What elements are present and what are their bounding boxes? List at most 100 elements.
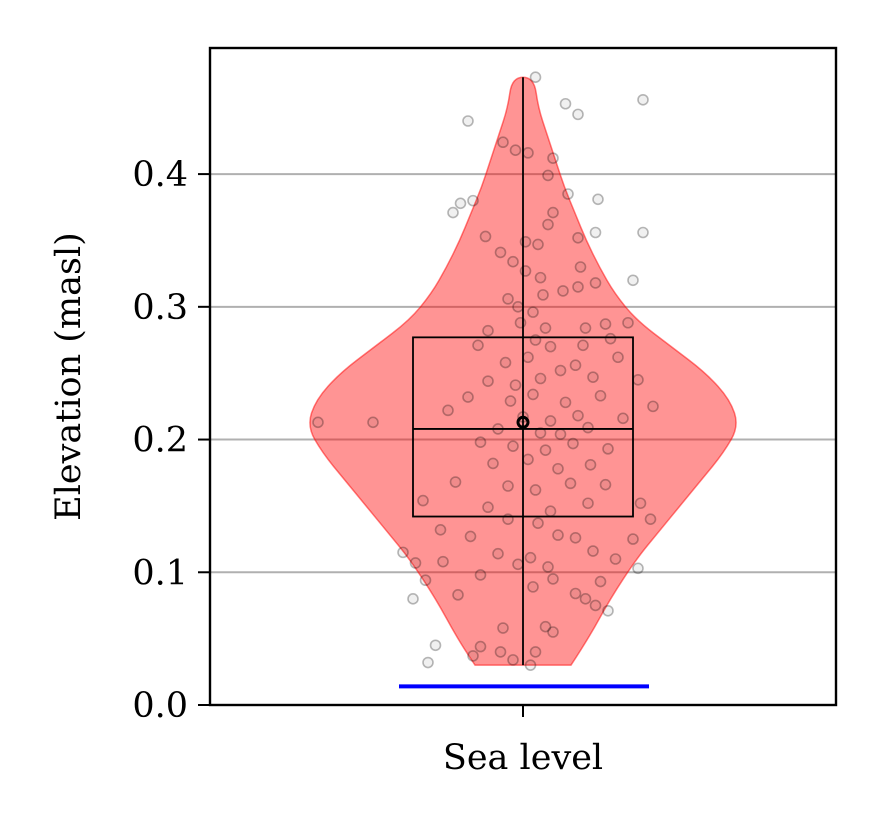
data-point xyxy=(529,71,542,83)
data-point xyxy=(592,193,604,206)
data-point xyxy=(542,561,554,573)
y-tick-label: 0.3 xyxy=(132,288,188,328)
data-point xyxy=(604,332,617,345)
y-tick-label: 0.2 xyxy=(132,421,188,461)
data-point xyxy=(472,339,484,352)
data-point xyxy=(407,593,419,605)
data-point xyxy=(464,530,477,543)
data-point xyxy=(479,230,492,243)
data-point xyxy=(599,318,612,330)
data-point xyxy=(499,356,512,369)
data-point xyxy=(562,188,574,200)
data-point xyxy=(579,593,592,605)
data-point xyxy=(637,93,649,106)
data-point xyxy=(532,238,544,251)
data-point xyxy=(474,436,487,449)
data-point xyxy=(579,322,592,334)
data-point xyxy=(509,379,522,391)
data-point xyxy=(519,235,532,248)
data-point xyxy=(589,226,602,239)
data-point xyxy=(559,97,572,110)
data-point xyxy=(594,575,607,588)
data-point xyxy=(572,409,584,422)
data-point xyxy=(572,232,584,244)
data-point xyxy=(539,444,552,456)
data-point xyxy=(522,453,534,466)
data-point xyxy=(497,622,509,634)
data-point xyxy=(409,557,422,569)
data-point xyxy=(537,289,549,301)
data-point xyxy=(449,476,462,488)
data-point xyxy=(567,437,579,450)
data-point xyxy=(542,218,554,231)
data-point xyxy=(452,589,464,601)
data-point xyxy=(599,478,612,491)
data-point xyxy=(487,457,499,470)
data-point xyxy=(544,505,557,518)
data-point xyxy=(527,388,539,401)
x-tick-label: Sea level xyxy=(443,738,603,778)
data-point xyxy=(554,364,567,377)
data-point xyxy=(574,261,587,273)
data-point xyxy=(514,316,527,329)
mean-marker xyxy=(516,415,530,429)
data-point xyxy=(552,529,564,541)
data-point xyxy=(494,246,507,259)
data-point xyxy=(474,640,487,653)
data-point xyxy=(534,427,547,439)
data-point xyxy=(507,255,519,268)
data-point xyxy=(367,416,379,429)
data-point xyxy=(534,372,547,385)
data-point xyxy=(512,301,524,313)
data-point xyxy=(572,108,584,121)
data-point xyxy=(627,274,639,287)
data-point xyxy=(482,324,494,337)
data-point xyxy=(589,599,602,612)
data-point xyxy=(524,659,537,671)
data-point xyxy=(612,351,624,364)
data-point xyxy=(582,421,594,434)
data-point xyxy=(627,533,639,545)
data-point xyxy=(617,412,629,425)
data-point xyxy=(312,416,324,429)
data-point xyxy=(557,285,569,297)
data-point xyxy=(577,339,589,352)
y-axis-label: Elevation (masl) xyxy=(49,232,89,521)
data-point xyxy=(502,480,514,492)
data-point xyxy=(522,351,534,364)
data-point xyxy=(419,574,432,587)
data-point xyxy=(504,395,517,407)
data-point xyxy=(547,626,559,638)
data-point xyxy=(569,359,582,372)
data-point xyxy=(507,440,519,452)
data-point xyxy=(542,169,554,182)
data-point xyxy=(502,293,514,305)
data-point xyxy=(434,523,447,536)
data-point xyxy=(632,562,644,575)
data-point xyxy=(462,391,474,403)
data-point xyxy=(422,656,434,669)
data-point xyxy=(527,306,539,318)
y-tick-label: 0.0 xyxy=(132,686,188,726)
data-point xyxy=(572,281,584,293)
data-point xyxy=(474,569,487,581)
data-point xyxy=(569,587,582,600)
boxplot xyxy=(412,77,634,666)
data-point xyxy=(467,194,479,207)
data-point xyxy=(429,639,442,652)
data-point xyxy=(482,501,494,514)
data-point xyxy=(522,147,534,159)
data-point xyxy=(594,389,607,402)
data-point xyxy=(509,144,522,156)
data-point xyxy=(569,531,582,544)
data-point xyxy=(454,197,467,210)
data-point xyxy=(397,546,409,559)
data-point xyxy=(554,428,567,441)
data-point xyxy=(492,547,504,560)
data-point xyxy=(544,415,557,427)
y-axis-ticks: 0.0 0.1 0.2 0.3 0.4 xyxy=(132,155,210,726)
data-point xyxy=(622,316,634,329)
data-point xyxy=(634,497,647,510)
data-point xyxy=(584,458,597,471)
